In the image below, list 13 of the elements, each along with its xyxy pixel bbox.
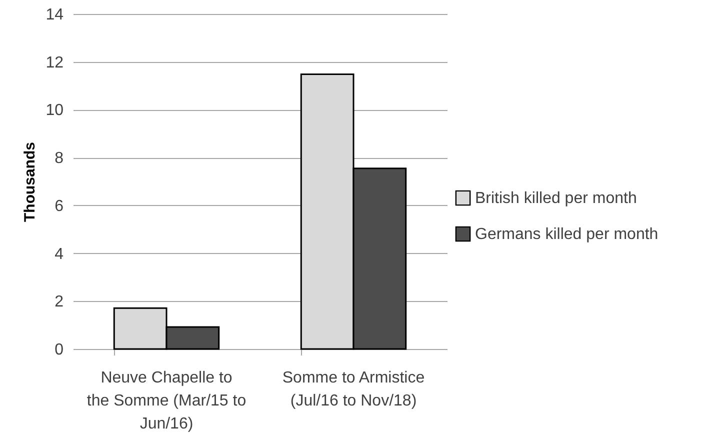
y-tick-label: 0 xyxy=(54,342,64,358)
y-tick-label: 8 xyxy=(54,150,64,168)
legend-label: Germans killed per month xyxy=(475,226,658,243)
y-tick-label: 6 xyxy=(54,198,64,215)
y-tick-label: 14 xyxy=(46,6,64,24)
y-axis-title: Thousands xyxy=(22,142,39,222)
y-tick-label: 10 xyxy=(46,102,64,120)
y-tick-label: 2 xyxy=(54,294,64,311)
x-tick-label: Somme to Armistice (Jul/16 to Nov/18) xyxy=(282,370,425,410)
x-tick-label: Neuve Chapelle to the Somme (Mar/15 to Jun/16) xyxy=(86,370,246,432)
legend-label: British killed per month xyxy=(475,190,637,207)
y-tick-label: 4 xyxy=(54,246,64,263)
y-tick-label: 12 xyxy=(46,54,64,72)
